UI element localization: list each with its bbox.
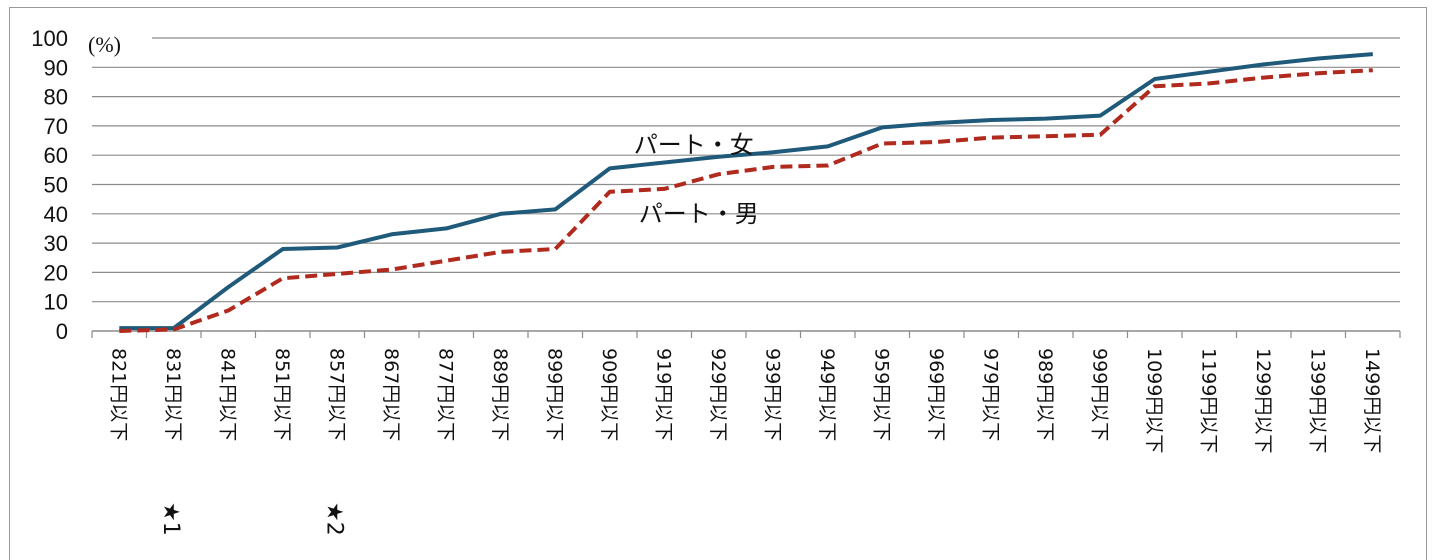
x-tick-label: 929円以下	[707, 348, 729, 441]
series-line	[119, 68, 1373, 333]
series-line	[119, 52, 1373, 331]
y-tick-label: 70	[44, 114, 68, 139]
x-tick-label: 877円以下	[434, 348, 456, 441]
x-tick-label: 867円以下	[380, 348, 402, 441]
category-note: ★2	[321, 502, 346, 536]
x-tick-label: 1399円以下	[1306, 348, 1328, 453]
y-tick-label: 90	[44, 55, 68, 80]
x-tick-label: 939円以下	[761, 348, 783, 441]
x-tick-label: 899円以下	[543, 348, 565, 441]
x-tick-label: 959円以下	[870, 348, 892, 441]
x-tick-label: 949円以下	[816, 348, 838, 441]
x-axis	[91, 330, 1401, 338]
y-unit-label: (%)	[88, 32, 121, 57]
chart-frame	[9, 7, 1427, 560]
y-tick-label: 30	[44, 231, 68, 256]
y-tick-label: 40	[44, 202, 68, 227]
x-tick-label: 831円以下	[162, 348, 184, 441]
y-tick-label: 50	[44, 173, 68, 198]
series-label: パート・女	[634, 131, 754, 159]
x-tick-label: 821円以下	[107, 348, 129, 441]
y-tick-label: 10	[44, 290, 68, 315]
x-tick-label: 857円以下	[325, 348, 347, 441]
x-tick-label: 889円以下	[489, 348, 511, 441]
x-tick-label: 1099円以下	[1143, 348, 1165, 453]
category-note: ★1	[158, 502, 183, 536]
gridlines	[92, 37, 1400, 303]
unit-label-background	[82, 28, 152, 64]
x-tick-label: 919円以下	[652, 348, 674, 441]
x-tick-label: 851円以下	[271, 348, 293, 441]
y-axis-ticks: 0 10 20 30 40 50 60 70 80 90 100	[31, 26, 68, 344]
x-tick-label: 979円以下	[979, 348, 1001, 441]
x-tick-label: 969円以下	[925, 348, 947, 441]
x-tick-label: 1299円以下	[1252, 348, 1274, 453]
category-notes: ★1 ★2	[158, 502, 347, 536]
y-tick-label: 100	[31, 26, 68, 51]
y-tick-label: 20	[44, 260, 68, 285]
x-tick-label: 999円以下	[1088, 348, 1110, 441]
y-tick-label: 0	[56, 319, 68, 344]
x-tick-label: 1499円以下	[1361, 348, 1383, 453]
x-tick-label: 989円以下	[1034, 348, 1056, 441]
x-axis-ticks: 821円以下 831円以下 841円以下 851円以下 857円以下 867円以下 877円…	[107, 348, 1383, 453]
x-tick-label: 841円以下	[216, 348, 238, 441]
y-tick-label: 60	[44, 143, 68, 168]
x-tick-label: 909円以下	[598, 348, 620, 441]
series-lines	[119, 52, 1373, 333]
x-tick-label: 1199円以下	[1197, 348, 1219, 453]
series-label: パート・男	[639, 200, 759, 228]
y-tick-label: 80	[44, 85, 68, 110]
